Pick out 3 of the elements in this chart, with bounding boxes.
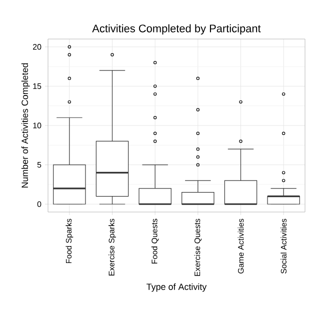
y-axis-title: Number of Activities Completed bbox=[21, 63, 30, 188]
chart-title: Activities Completed by Participant bbox=[92, 24, 261, 34]
x-axis-title: Type of Activity bbox=[146, 283, 207, 292]
